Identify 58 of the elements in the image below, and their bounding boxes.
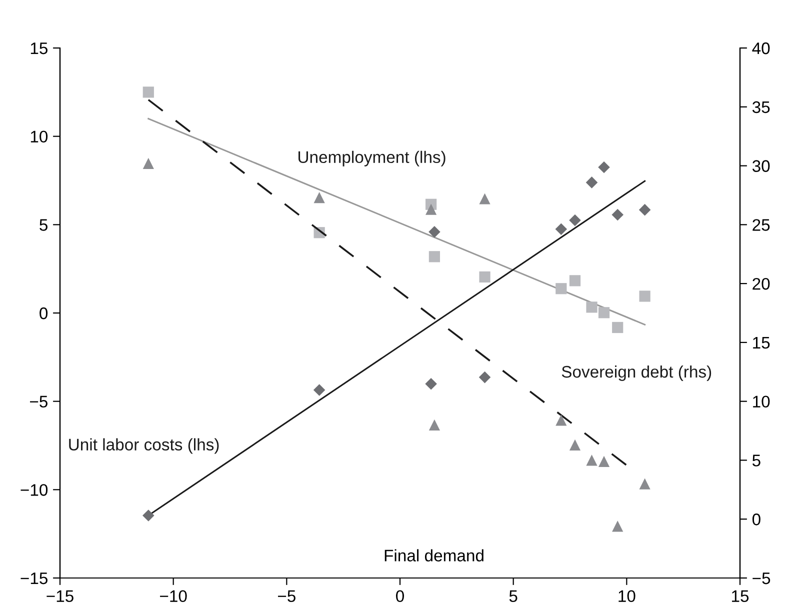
- series-label: Sovereign debt (rhs): [562, 365, 712, 381]
- point: [425, 204, 437, 215]
- point: [612, 520, 624, 532]
- x-tick-label: 0: [396, 590, 404, 602]
- point: [598, 456, 610, 467]
- y-tick-label: −10: [20, 484, 48, 496]
- x-tick-label: 15: [732, 590, 749, 602]
- y2-tick-label: 40: [752, 42, 770, 54]
- y2-tick-label: 35: [752, 101, 770, 114]
- y-tick-label: 10: [30, 130, 48, 143]
- point: [612, 322, 624, 334]
- point: [142, 510, 154, 522]
- point: [428, 419, 440, 430]
- y-tick-label: −15: [20, 572, 48, 584]
- y2-tick-label: 25: [752, 219, 770, 231]
- y2-tick-label: 30: [752, 160, 770, 172]
- point: [314, 192, 325, 204]
- point: [598, 161, 610, 174]
- point: [586, 176, 598, 188]
- point: [425, 378, 437, 390]
- y2-tick-label: 0: [752, 514, 760, 526]
- point: [478, 371, 491, 384]
- point: [313, 384, 326, 396]
- point: [598, 307, 610, 318]
- y-tick-label: 0: [40, 307, 48, 320]
- point: [638, 204, 651, 216]
- point: [556, 414, 567, 426]
- y2-tick-label: 10: [753, 396, 770, 408]
- y2-tick-label: 5: [752, 454, 760, 466]
- point: [639, 478, 650, 490]
- point: [479, 271, 490, 283]
- point: [639, 290, 650, 302]
- point: [586, 454, 598, 466]
- point: [556, 283, 567, 294]
- point: [555, 223, 568, 235]
- point: [142, 158, 154, 169]
- point: [142, 86, 154, 98]
- y-tick-label: 5: [40, 219, 48, 231]
- point: [586, 302, 598, 313]
- point: [428, 251, 440, 262]
- x-tick-label: −10: [160, 590, 187, 602]
- x-tick-label: −5: [278, 590, 296, 602]
- x-tick-label: 5: [509, 590, 518, 602]
- point: [569, 275, 581, 286]
- x-tick-label: 10: [618, 590, 636, 602]
- point: [569, 214, 581, 226]
- y-tick-label: 15: [30, 42, 48, 54]
- point: [612, 208, 624, 221]
- y2-tick-label: −5: [752, 572, 770, 584]
- y2-tick-label: 15: [753, 337, 770, 349]
- series-label: Unit labor costs (lhs): [69, 438, 219, 454]
- y-tick-label: −5: [30, 396, 48, 408]
- series-label: Unemployment (lhs): [298, 150, 446, 166]
- point: [479, 193, 490, 204]
- y2-tick-label: 20: [752, 278, 770, 290]
- x-axis-title: Final demand: [384, 549, 484, 562]
- point: [569, 439, 581, 450]
- point: [428, 226, 440, 238]
